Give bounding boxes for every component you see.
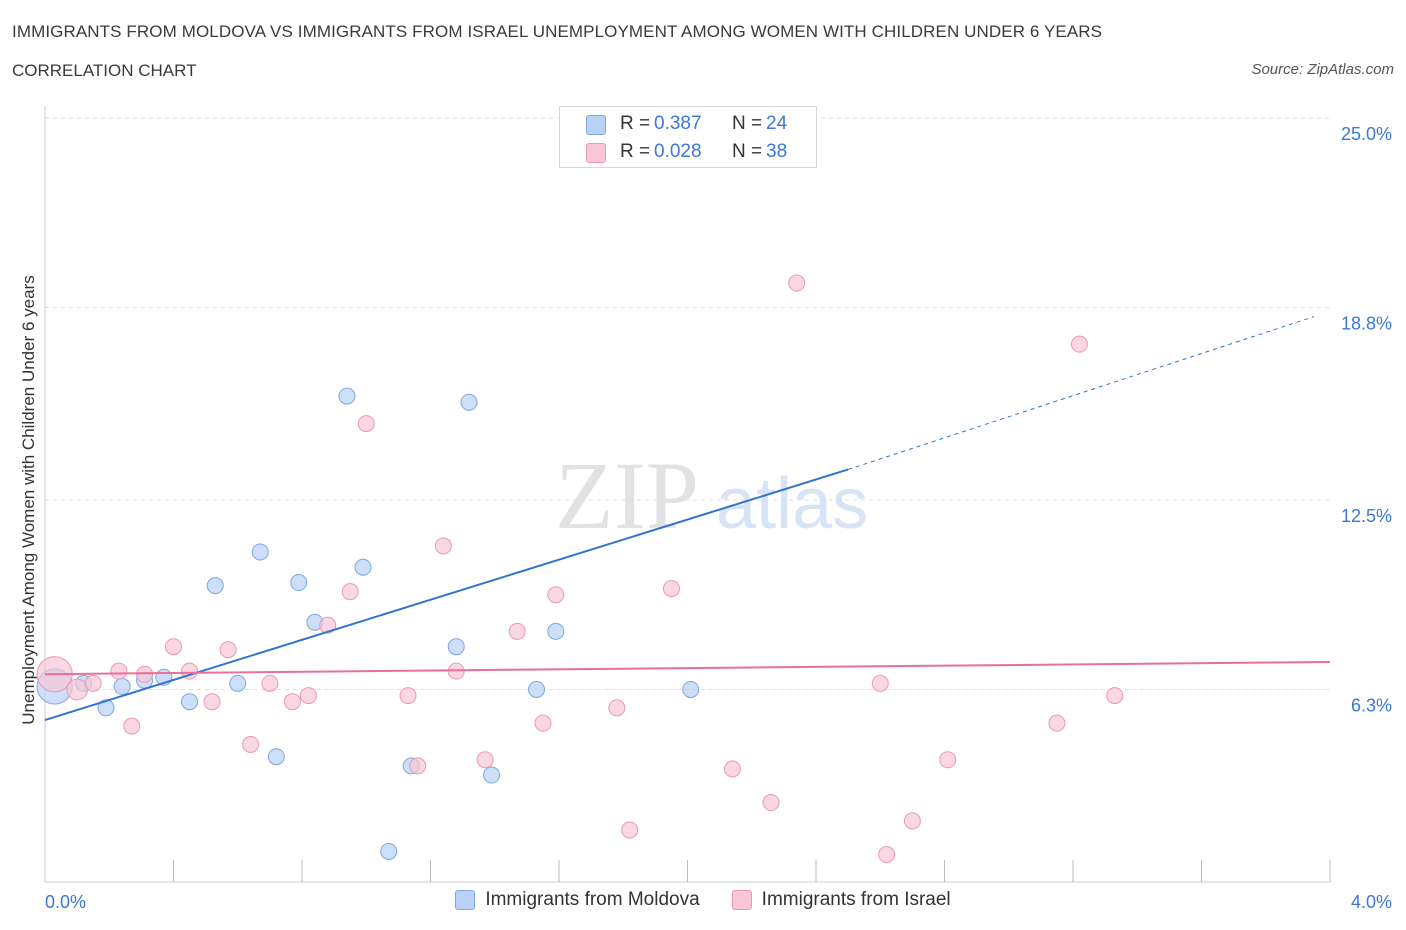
moldova-point	[682, 680, 700, 698]
r-label: R =	[620, 141, 651, 162]
n-label: N =	[732, 141, 763, 162]
watermark-atlas: atlas	[716, 464, 868, 544]
israel-point	[723, 760, 741, 778]
r-value: 0.387	[654, 113, 702, 134]
israel-point	[1106, 687, 1124, 705]
moldova-point	[206, 577, 224, 595]
chart-subtitle: CORRELATION CHART	[12, 61, 197, 80]
israel-point	[534, 714, 552, 732]
r-value: 0.028	[654, 141, 702, 162]
chart-legend: Immigrants from Moldova Immigrants from …	[0, 889, 1406, 911]
moldova-trend-line	[44, 468, 849, 721]
israel-point	[165, 638, 182, 656]
israel-point	[788, 274, 806, 292]
israel-trend-line	[44, 660, 1331, 676]
israel-point	[409, 757, 427, 775]
israel-point	[219, 641, 237, 659]
israel-point	[621, 821, 639, 839]
y-tick-label: 18.8%	[1341, 313, 1392, 333]
moldova-point	[447, 638, 465, 656]
legend-label-moldova: Immigrants from Moldova	[485, 889, 700, 910]
israel-point	[357, 415, 375, 433]
y-tick-label: 25.0%	[1341, 124, 1392, 144]
israel-point	[341, 583, 359, 601]
israel-point	[283, 693, 301, 711]
n-label: N =	[732, 113, 763, 134]
israel-point	[319, 616, 337, 634]
legend-item-israel: Immigrants from Israel	[731, 889, 951, 911]
moldova-point	[181, 693, 199, 711]
moldova-point	[267, 748, 285, 766]
israel-point	[608, 699, 626, 717]
y-axis-label: Unemployment Among Women with Children U…	[19, 275, 38, 724]
moldova-point	[113, 677, 131, 695]
israel-point	[662, 580, 680, 598]
israel-point	[66, 678, 89, 701]
israel-point	[871, 674, 889, 692]
x-tick-label: 4.0%	[1351, 892, 1392, 912]
israel-point	[110, 662, 128, 680]
moldova-trend-extension	[847, 316, 1315, 470]
moldova-point	[483, 766, 501, 784]
legend-swatch-moldova	[455, 890, 476, 910]
moldova-point	[380, 842, 398, 860]
israel-point	[903, 812, 921, 830]
israel-point	[878, 845, 896, 863]
chart-title: IMMIGRANTS FROM MOLDOVA VS IMMIGRANTS FR…	[12, 22, 1103, 41]
legend-swatch-israel	[731, 890, 752, 910]
moldova-point	[354, 558, 372, 576]
moldova-point	[528, 680, 546, 698]
moldova-point	[251, 543, 269, 561]
israel-point	[434, 537, 452, 555]
moldova-point	[338, 387, 356, 405]
israel-point	[939, 751, 957, 769]
stats-legend: R = 0.387 N = 24 R = 0.028 N = 38	[559, 106, 817, 168]
legend-label-israel: Immigrants from Israel	[761, 889, 951, 910]
n-value: 38	[766, 141, 788, 162]
israel-point	[1048, 714, 1066, 732]
israel-point	[508, 622, 526, 640]
source-credit: Source: ZipAtlas.com	[1251, 61, 1394, 78]
israel-point	[547, 586, 565, 604]
israel-point	[261, 674, 279, 692]
israel-point	[1070, 335, 1088, 353]
moldova-point	[229, 674, 247, 692]
israel-point	[203, 693, 221, 711]
legend-item-moldova: Immigrants from Moldova	[455, 889, 700, 911]
israel-point	[762, 794, 780, 812]
watermark-zip: ZIP	[555, 442, 699, 549]
y-tick-label: 6.3%	[1351, 695, 1392, 715]
israel-point	[123, 717, 141, 735]
moldova-point	[460, 393, 478, 411]
israel-swatch	[586, 143, 606, 163]
y-tick-label: 12.5%	[1341, 506, 1392, 526]
israel-point	[84, 674, 102, 692]
x-tick-label: 0.0%	[45, 892, 86, 912]
israel-point	[242, 735, 260, 753]
r-label: R =	[620, 113, 651, 134]
moldova-point	[547, 622, 565, 640]
israel-point	[476, 751, 494, 769]
n-value: 24	[766, 113, 788, 134]
moldova-point	[97, 699, 115, 717]
moldova-point	[290, 574, 308, 592]
israel-point	[399, 687, 417, 705]
moldova-swatch	[586, 115, 606, 135]
israel-point	[299, 687, 317, 705]
